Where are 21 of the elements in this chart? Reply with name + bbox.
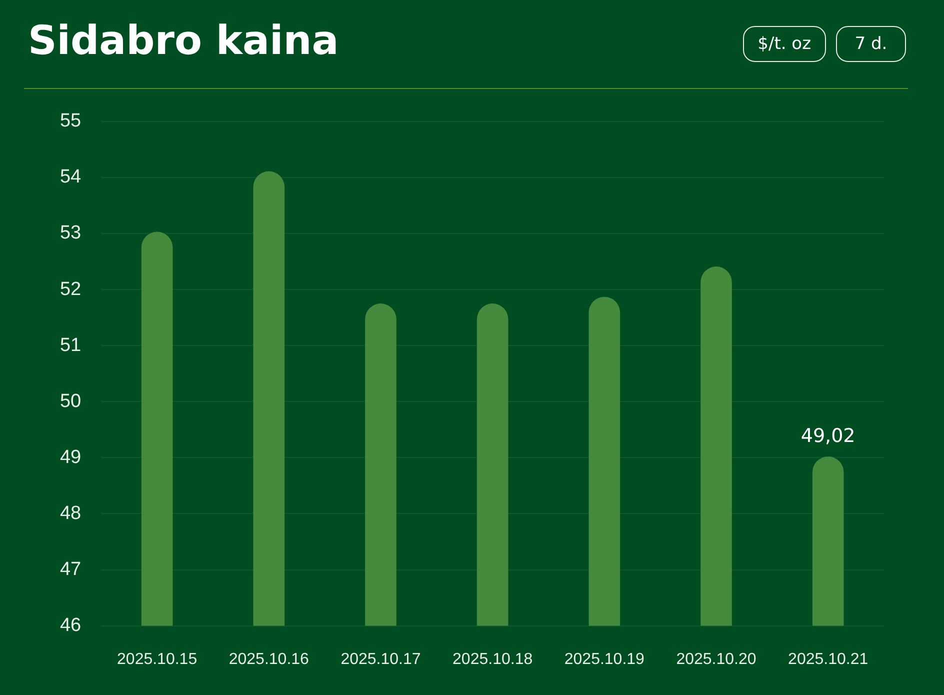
y-tick-label: 47 — [60, 558, 82, 580]
data-label: 49,02 — [800, 424, 856, 447]
x-tick-label: 2025.10.16 — [228, 650, 310, 668]
text: 7 d. — [836, 26, 906, 62]
x-tick-label: 2025.10.17 — [340, 650, 421, 668]
y-tick-label: 52 — [60, 278, 82, 300]
x-tick-label: 2025.10.15 — [117, 650, 198, 668]
x-tick-label: 2025.10.21 — [788, 650, 868, 668]
y-tick-label: 51 — [60, 334, 82, 356]
y-tick-label: 55 — [60, 110, 82, 132]
y-tick-label: 49 — [60, 446, 82, 468]
y-tick-label: 54 — [60, 166, 82, 188]
text: $/t. oz — [742, 26, 826, 62]
y-tick-label: 50 — [60, 390, 82, 412]
y-tick-label: 48 — [60, 502, 82, 524]
chart-title: Sidabro kaina — [28, 18, 339, 64]
x-tick-label: 2025.10.19 — [564, 650, 645, 668]
y-tick-label: 53 — [60, 222, 82, 244]
y-tick-label: 46 — [60, 615, 82, 636]
x-tick-label: 2025.10.18 — [452, 650, 533, 668]
x-tick-label: 2025.10.20 — [676, 650, 756, 668]
